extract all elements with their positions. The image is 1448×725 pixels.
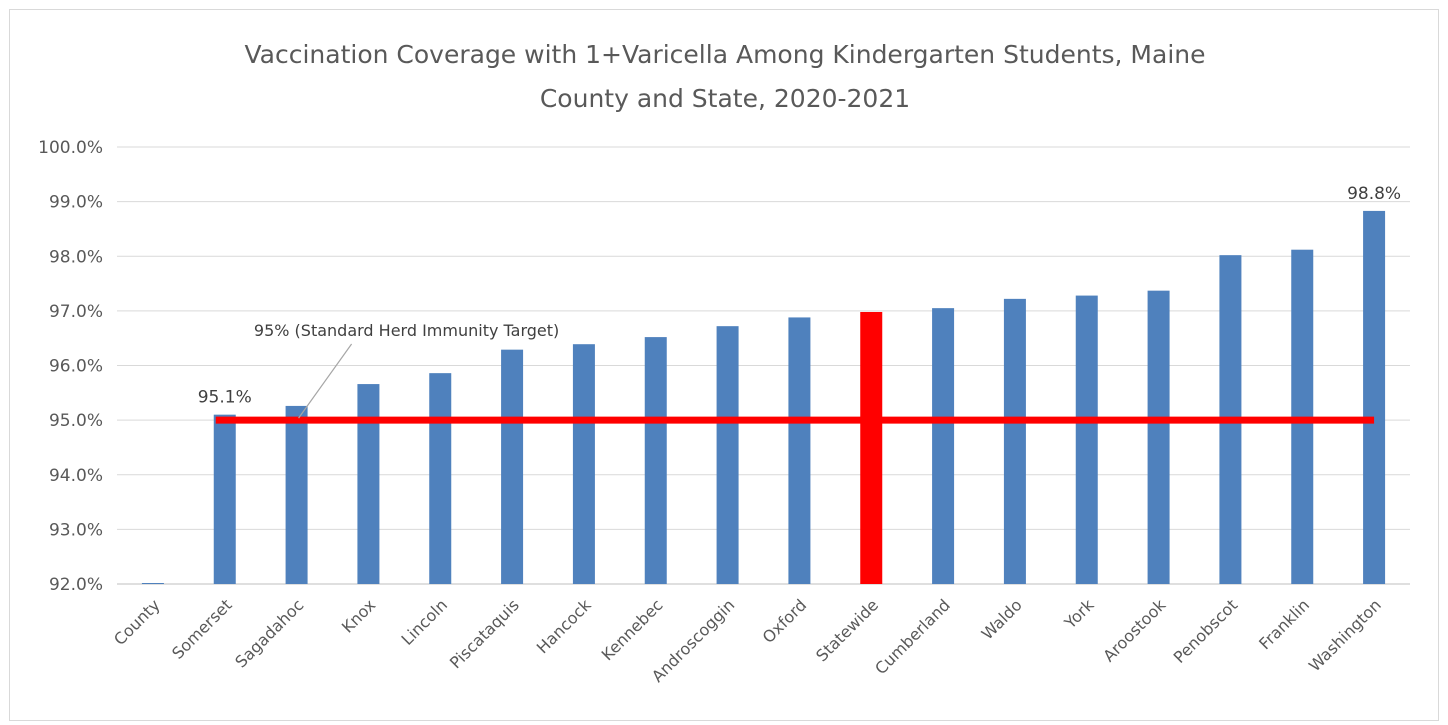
y-tick-label: 100.0% bbox=[38, 138, 103, 158]
bar-waldo bbox=[1003, 298, 1026, 584]
annotation-leader-line bbox=[298, 343, 353, 419]
x-tick-label: County bbox=[110, 595, 164, 649]
x-tick-label: Aroostook bbox=[1099, 595, 1170, 666]
x-tick-label: Oxford bbox=[759, 595, 811, 647]
bar-oxford bbox=[788, 317, 811, 584]
y-tick-label: 94.0% bbox=[49, 466, 103, 486]
x-tick-label: York bbox=[1060, 595, 1098, 633]
x-tick-label: Franklin bbox=[1255, 595, 1313, 653]
y-axis-ticks: 92.0% 93.0% 94.0% 95.0% 96.0% 97.0% 98.0% 99.0%… bbox=[38, 138, 103, 595]
y-tick-label: 97.0% bbox=[49, 302, 103, 322]
bar-hancock bbox=[572, 344, 595, 584]
y-tick-label: 96.0% bbox=[49, 357, 103, 377]
bar-kennebec bbox=[644, 337, 667, 584]
y-tick-label: 93.0% bbox=[49, 520, 103, 540]
x-tick-label: Kennebec bbox=[598, 595, 667, 664]
bar-sagadahoc bbox=[285, 405, 308, 584]
bar-piscataquis bbox=[501, 349, 524, 584]
bar-androscoggin bbox=[716, 326, 739, 584]
x-tick-label: Washington bbox=[1305, 595, 1385, 675]
annotation-label: 95% (Standard Herd Immunity Target) bbox=[254, 321, 559, 340]
y-tick-label: 92.0% bbox=[49, 575, 103, 595]
bar-cumberland bbox=[932, 308, 955, 584]
chart-title-line-1: Vaccination Coverage with 1+Varicella Am… bbox=[245, 40, 1206, 69]
bar-washington bbox=[1363, 210, 1386, 584]
y-tick-label: 99.0% bbox=[49, 193, 103, 213]
bar-knox bbox=[357, 384, 380, 584]
x-tick-label: Waldo bbox=[978, 595, 1026, 643]
x-tick-label: Piscataquis bbox=[446, 595, 523, 672]
data-labels: 95.1% 98.8% bbox=[198, 184, 1401, 408]
x-tick-label: Cumberland bbox=[871, 595, 954, 678]
bar-york bbox=[1075, 295, 1098, 584]
data-label: 98.8% bbox=[1347, 184, 1401, 204]
y-tick-label: 98.0% bbox=[49, 247, 103, 267]
x-tick-label: Somerset bbox=[168, 595, 235, 662]
chart-title-line-2: County and State, 2020-2021 bbox=[540, 84, 910, 113]
bar-county bbox=[141, 583, 164, 584]
bar-aroostook bbox=[1147, 290, 1170, 584]
bar-lincoln bbox=[429, 373, 452, 584]
bar-statewide bbox=[860, 311, 883, 584]
annotation: 95% (Standard Herd Immunity Target) bbox=[254, 321, 559, 419]
x-tick-label: Lincoln bbox=[398, 595, 452, 649]
gridlines bbox=[117, 146, 1410, 585]
data-label: 95.1% bbox=[198, 388, 252, 408]
bar-somerset bbox=[213, 414, 236, 584]
x-tick-label: Hancock bbox=[533, 595, 595, 657]
x-tick-label: Sagadahoc bbox=[231, 595, 307, 671]
chart-title: Vaccination Coverage with 1+Varicella Am… bbox=[245, 40, 1206, 113]
x-tick-label: Knox bbox=[338, 595, 379, 636]
y-tick-label: 95.0% bbox=[49, 411, 103, 431]
bars bbox=[141, 210, 1386, 584]
x-tick-label: Penobscot bbox=[1170, 595, 1242, 667]
x-tick-label: Statewide bbox=[812, 595, 882, 665]
